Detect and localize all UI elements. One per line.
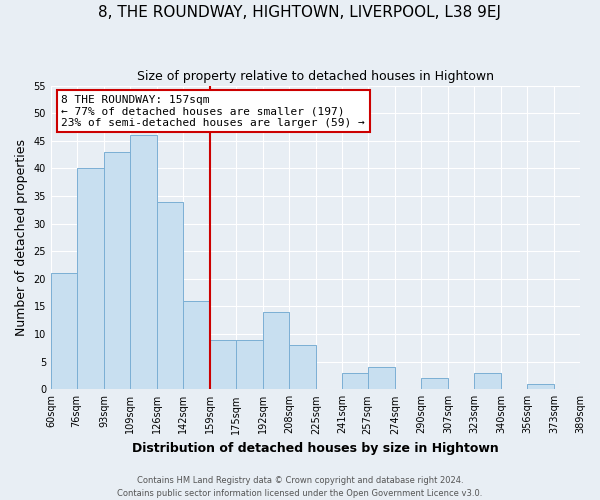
Bar	[104, 152, 130, 390]
Title: Size of property relative to detached houses in Hightown: Size of property relative to detached ho…	[137, 70, 494, 83]
Text: 8, THE ROUNDWAY, HIGHTOWN, LIVERPOOL, L38 9EJ: 8, THE ROUNDWAY, HIGHTOWN, LIVERPOOL, L3…	[98, 5, 502, 20]
Bar	[51, 274, 77, 390]
Bar	[527, 384, 554, 390]
Bar	[421, 378, 448, 390]
Bar	[474, 372, 501, 390]
Bar	[289, 345, 316, 390]
Bar	[130, 136, 157, 390]
Bar	[77, 168, 104, 390]
Y-axis label: Number of detached properties: Number of detached properties	[15, 139, 28, 336]
X-axis label: Distribution of detached houses by size in Hightown: Distribution of detached houses by size …	[132, 442, 499, 455]
Bar	[236, 340, 263, 390]
Bar	[183, 301, 210, 390]
Text: Contains HM Land Registry data © Crown copyright and database right 2024.
Contai: Contains HM Land Registry data © Crown c…	[118, 476, 482, 498]
Bar	[263, 312, 289, 390]
Text: 8 THE ROUNDWAY: 157sqm
← 77% of detached houses are smaller (197)
23% of semi-de: 8 THE ROUNDWAY: 157sqm ← 77% of detached…	[61, 94, 365, 128]
Bar	[210, 340, 236, 390]
Bar	[157, 202, 183, 390]
Bar	[342, 372, 368, 390]
Bar	[368, 367, 395, 390]
